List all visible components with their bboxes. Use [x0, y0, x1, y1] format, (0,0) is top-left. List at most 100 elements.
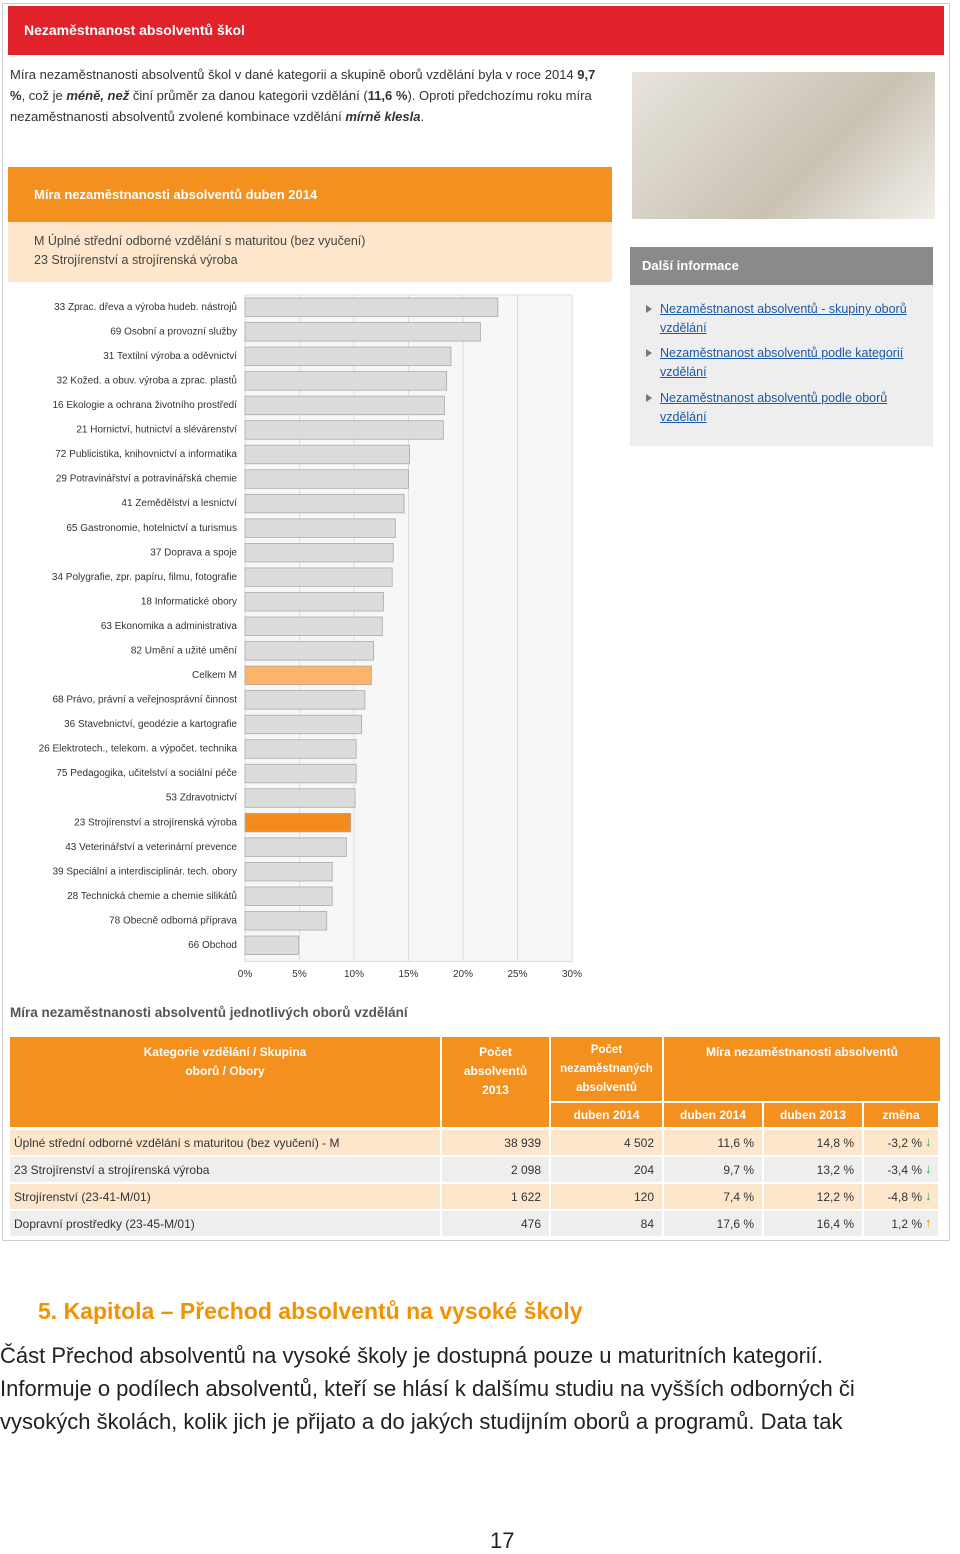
table-cell: 12,2 %: [764, 1184, 862, 1209]
bar: [244, 665, 372, 686]
down-arrow-icon: ↓: [925, 1188, 932, 1203]
bar: [244, 812, 352, 833]
bar: [244, 518, 396, 538]
x-tick-label: 15%: [398, 969, 418, 980]
category-label: 26 Elektrotech., telekom. a výpočet. tec…: [39, 744, 238, 755]
text: 9,7 %: [10, 67, 596, 103]
section-heading: 5. Kapitola – Přechod absolventů na vyso…: [38, 1298, 583, 1324]
category-label: 41 Zemědělství a lesnictví: [121, 498, 237, 509]
text: mírně klesla: [345, 109, 421, 124]
category-label: 43 Veterinářství a veterinární prevence: [65, 842, 237, 853]
category-label: 33 Zprac. dřeva a výroba hudeb. nástrojů: [54, 301, 237, 313]
text: méně, než: [66, 88, 130, 103]
category-label: 36 Stavebnictví, geodézie a kartografie: [64, 719, 237, 730]
table-cell: 84: [551, 1211, 662, 1236]
text: Míra nezaměstnanosti absolventů škol v d…: [10, 67, 578, 82]
category-label: 37 Doprava a spoje: [150, 547, 237, 558]
category-label: 39 Speciální a interdisciplinár. tech. o…: [52, 866, 237, 877]
table-cell: 1 622: [442, 1184, 549, 1209]
paragraph-line: Informuje o podílech absolventů, kteří s…: [0, 1376, 855, 1401]
bar: [244, 616, 383, 636]
paragraph-line: Část Přechod absolventů na vysoké školy …: [0, 1343, 824, 1368]
bar: [244, 297, 499, 317]
photo: [632, 72, 935, 219]
category-label: 69 Osobní a provozní služby: [110, 326, 237, 337]
category-label: 72 Publicistika, knihovnictví a informat…: [55, 449, 237, 460]
table-cell: Strojírenství (23-41-M/01): [10, 1184, 440, 1209]
sidebar-title: Další informace: [630, 247, 933, 285]
table-cell: 476: [442, 1211, 549, 1236]
link[interactable]: Nezaměstnanost absolventů - skupiny obor…: [660, 302, 907, 335]
category-label: 28 Technická chemie a chemie silikátů: [67, 890, 237, 902]
table-header: Kategorie vzdělání / Skupina oborů / Obo…: [10, 1037, 440, 1127]
table-cell: 16,4 %: [764, 1211, 862, 1236]
category-label: 34 Polygrafie, zpr. papíru, filmu, fotog…: [52, 572, 238, 583]
table-cell: 17,6 %: [664, 1211, 762, 1236]
link[interactable]: Nezaměstnanost absolventů podle kategori…: [660, 346, 904, 379]
text: činí průměr za danou kategorii vzdělání …: [129, 88, 368, 103]
table-cell: -4,8 %: [864, 1184, 938, 1209]
bar: [244, 763, 357, 784]
table-cell: 120: [551, 1184, 662, 1209]
table-cell: Dopravní prostředky (23-45-M/01): [10, 1211, 440, 1236]
table-cell: 2 098: [442, 1157, 549, 1182]
table-cell: 38 939: [442, 1130, 549, 1155]
bar: [244, 862, 333, 882]
bar: [244, 322, 481, 342]
table-cell: -3,4 %: [864, 1157, 938, 1182]
bar: [244, 542, 394, 563]
text: M Úplné střední odborné vzdělání s matur…: [34, 234, 366, 248]
table-header: Míra nezaměstnanosti absolventů: [664, 1037, 940, 1101]
panel-subtitle: M Úplné střední odborné vzdělání s matur…: [8, 222, 612, 282]
table-cell: 11,6 %: [664, 1130, 762, 1155]
bullet: [646, 349, 652, 357]
x-tick-label: 20%: [453, 969, 473, 980]
table-title: Míra nezaměstnanosti absolventů jednotli…: [10, 1005, 408, 1020]
x-tick-label: 25%: [507, 969, 527, 980]
bar-chart: 0% 5% 10% 15% 20% 25% 30% 33 Zprac. dřeva a výr…: [39, 294, 582, 980]
bar: [244, 469, 409, 489]
category-label: 82 Umění a užité umění: [131, 645, 237, 656]
bullet: [646, 394, 652, 402]
bar: [244, 592, 384, 612]
bar: [244, 346, 452, 367]
category-label: 16 Ekologie a ochrana životního prostřed…: [52, 400, 237, 411]
table-header: Počet nezaměstnaných absolventů: [551, 1037, 662, 1101]
table-cell: 13,2 %: [764, 1157, 862, 1182]
text: ). Oproti předchozímu roku míra nezaměst…: [10, 88, 592, 124]
category-label: 31 Textilní výroba a oděvnictví: [103, 351, 237, 362]
category-label: 78 Obecně odborná příprava: [109, 915, 237, 926]
category-label: 32 Kožed. a obuv. výroba a zprac. plastů: [57, 375, 237, 387]
category-label: 21 Hornictví, hutnictví a slévárenství: [76, 425, 237, 436]
bar: [244, 641, 375, 661]
category-label: 75 Pedagogika, učitelství a sociální péč…: [56, 768, 237, 779]
category-label: 65 Gastronomie, hotelnictví a turismus: [66, 523, 237, 534]
down-arrow-icon: ↓: [925, 1161, 932, 1176]
bar: [244, 420, 444, 440]
bar: [244, 788, 356, 808]
bar: [244, 911, 328, 931]
text: .: [420, 109, 425, 124]
banner-title: Nezaměstnanost absolventů škol: [8, 6, 944, 55]
bar: [244, 935, 299, 955]
table-cell: Úplné střední odborné vzdělání s maturit…: [10, 1130, 440, 1155]
bar: [244, 837, 347, 857]
bullet: [646, 305, 652, 313]
table-cell: 4 502: [551, 1130, 662, 1155]
table-cell: 1,2 %: [864, 1211, 938, 1236]
table-cell: 204: [551, 1157, 662, 1182]
category-label: 63 Ekonomika a administrativa: [101, 621, 238, 632]
category-label: 53 Zdravotnictví: [166, 793, 237, 804]
bar: [244, 886, 333, 906]
x-tick-label: 10%: [344, 969, 364, 980]
table-subheader: změna: [864, 1103, 938, 1127]
text: , což je: [21, 88, 67, 103]
category-label: Celkem M: [192, 670, 237, 681]
category-label: 18 Informatické obory: [141, 596, 237, 607]
bar: [244, 690, 366, 710]
link[interactable]: Nezaměstnanost absolventů podle oborů vz…: [660, 391, 888, 424]
table-cell: 14,8 %: [764, 1130, 862, 1155]
category-label: 68 Právo, právní a veřejnosprávní činnos…: [52, 695, 237, 706]
intro-text: Míra nezaměstnanosti absolventů škol v d…: [10, 64, 610, 127]
text: 23 Strojírenství a strojírenská výroba: [34, 253, 238, 267]
